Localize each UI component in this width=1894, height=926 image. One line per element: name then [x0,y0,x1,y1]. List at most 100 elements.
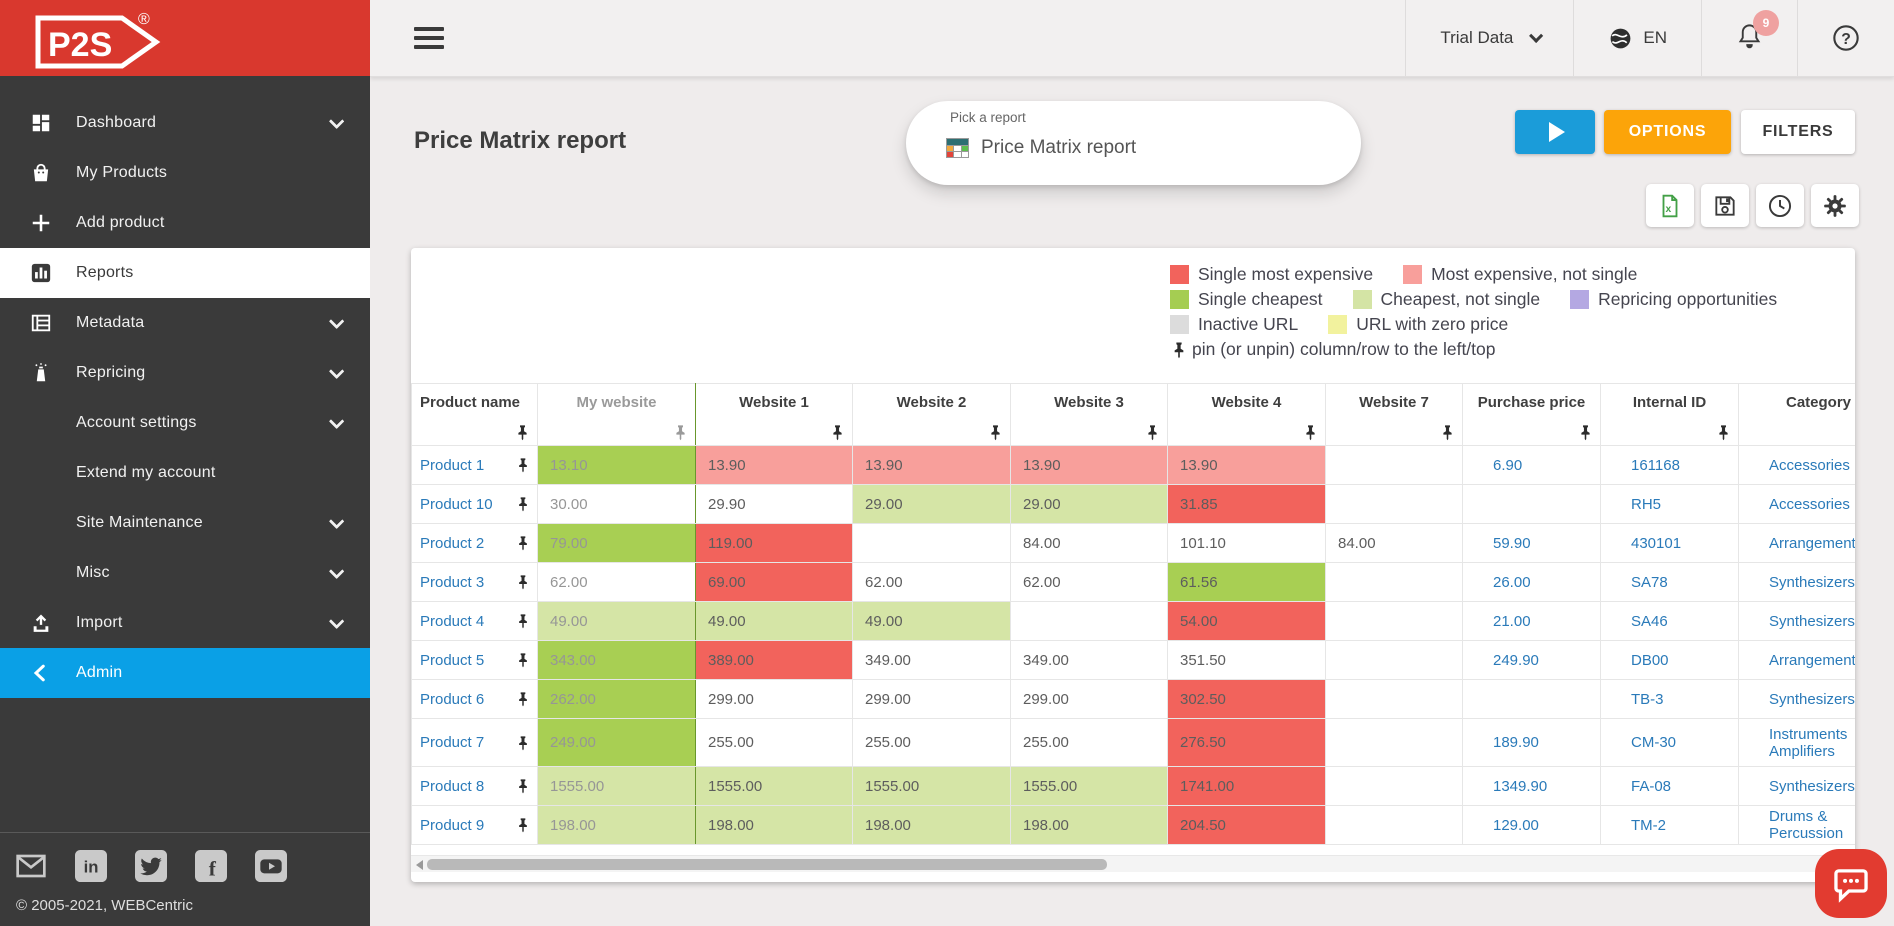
purchase-price-cell[interactable]: 59.90 [1462,523,1601,563]
pin-icon[interactable] [515,652,531,668]
pin-icon[interactable] [987,424,1004,441]
purchase-price-cell[interactable]: 1349.90 [1462,766,1601,806]
scroll-left-icon[interactable] [416,860,423,870]
internal-id-cell[interactable]: TM-2 [1600,805,1739,845]
sidebar-item-site-maintenance[interactable]: Site Maintenance [0,498,370,548]
category-cell[interactable]: Synthesizers [1738,601,1855,641]
pin-icon[interactable] [514,424,531,441]
internal-id-cell[interactable]: SA46 [1600,601,1739,641]
settings-button[interactable] [1811,184,1859,227]
price-cell: 29.00 [1010,484,1168,524]
facebook-icon[interactable]: f [194,849,228,883]
purchase-price-cell[interactable]: 189.90 [1462,718,1601,767]
sidebar-item-add-product[interactable]: Add product [0,198,370,248]
scrollbar-thumb[interactable] [427,859,1107,870]
pin-icon[interactable] [515,735,531,751]
twitter-icon[interactable] [134,849,168,883]
pin-icon[interactable] [829,424,846,441]
pin-icon[interactable] [1715,424,1732,441]
chat-widget-button[interactable] [1815,849,1887,918]
purchase-price-cell[interactable]: 249.90 [1462,640,1601,680]
internal-id-cell[interactable]: TB-3 [1600,679,1739,719]
product-link[interactable]: Product 1 [420,456,485,474]
pin-icon[interactable] [515,574,531,590]
product-link[interactable]: Product 2 [420,534,485,552]
price-cell: 62.00 [852,562,1011,602]
price-cell: 54.00 [1167,601,1326,641]
sidebar-item-admin[interactable]: Admin [0,648,370,698]
pin-icon[interactable] [515,496,531,512]
category-cell[interactable]: Accessories [1738,484,1855,524]
internal-id-cell[interactable]: FA-08 [1600,766,1739,806]
product-link[interactable]: Product 7 [420,734,485,751]
pin-icon[interactable] [515,817,531,833]
purchase-price-cell[interactable] [1462,484,1601,524]
internal-id-cell[interactable]: 161168 [1600,445,1739,485]
linkedin-icon[interactable]: in [74,849,108,883]
sidebar-item-repricing[interactable]: Repricing [0,348,370,398]
account-menu[interactable]: Trial Data [1405,0,1573,76]
product-link[interactable]: Product 10 [420,495,493,513]
history-button[interactable] [1756,184,1804,227]
category-cell[interactable]: Synthesizers [1738,562,1855,602]
sidebar-item-metadata[interactable]: Metadata [0,298,370,348]
internal-id-cell[interactable]: 430101 [1600,523,1739,563]
options-button[interactable]: OPTIONS [1604,110,1731,154]
internal-id-cell[interactable]: CM-30 [1600,718,1739,767]
horizontal-scrollbar[interactable] [411,855,1855,872]
menu-toggle-icon[interactable] [414,22,444,54]
internal-id-cell[interactable]: RH5 [1600,484,1739,524]
category-cell[interactable]: Instruments Amplifiers [1738,718,1855,767]
product-link[interactable]: Product 9 [420,816,485,834]
filters-button[interactable]: FILTERS [1741,110,1855,154]
category-cell[interactable]: Drums & Percussion [1738,805,1855,845]
product-link[interactable]: Product 5 [420,651,485,669]
price-cell: 262.00 [537,679,696,719]
pin-icon[interactable] [1439,424,1456,441]
pin-icon[interactable] [1144,424,1161,441]
pin-icon[interactable] [515,535,531,551]
product-link[interactable]: Product 6 [420,690,485,708]
product-link[interactable]: Product 4 [420,612,485,630]
purchase-price-cell[interactable]: 129.00 [1462,805,1601,845]
category-cell[interactable]: Synthesizers [1738,679,1855,719]
logo-block[interactable]: P2S ® [0,0,370,76]
sidebar-item-import[interactable]: Import [0,598,370,648]
email-icon[interactable] [14,849,48,883]
sidebar-item-my-products[interactable]: My Products [0,148,370,198]
sidebar-item-misc[interactable]: Misc [0,548,370,598]
sidebar-item-dashboard[interactable]: Dashboard [0,98,370,148]
export-excel-button[interactable]: x [1646,184,1694,227]
pin-icon[interactable] [515,613,531,629]
internal-id-cell[interactable]: SA78 [1600,562,1739,602]
pin-icon[interactable] [1302,424,1319,441]
product-link[interactable]: Product 3 [420,573,485,591]
run-report-button[interactable] [1515,110,1595,154]
purchase-price-cell[interactable]: 6.90 [1462,445,1601,485]
purchase-price-cell[interactable]: 21.00 [1462,601,1601,641]
category-cell[interactable]: Arrangements [1738,523,1855,563]
sidebar-item-account-settings[interactable]: Account settings [0,398,370,448]
pin-icon[interactable] [515,778,531,794]
sidebar-item-extend-my-account[interactable]: Extend my account [0,448,370,498]
pin-icon[interactable] [515,691,531,707]
purchase-price-cell[interactable] [1462,679,1601,719]
pin-icon[interactable] [1577,424,1594,441]
product-link[interactable]: Product 8 [420,777,485,795]
category-cell[interactable]: Arrangements [1738,640,1855,680]
help-button[interactable]: ? [1797,0,1894,76]
product-name-wrap: Product 2 [420,535,531,552]
pin-icon[interactable] [672,424,689,441]
internal-id-cell[interactable]: DB00 [1600,640,1739,680]
save-report-button[interactable] [1701,184,1749,227]
price-cell: 62.00 [537,562,696,602]
sidebar-item-reports[interactable]: Reports [0,248,370,298]
youtube-icon[interactable] [254,849,288,883]
purchase-price-cell[interactable]: 26.00 [1462,562,1601,602]
category-cell[interactable]: Synthesizers [1738,766,1855,806]
pin-icon[interactable] [515,457,531,473]
language-menu[interactable]: EN [1573,0,1701,76]
report-picker[interactable]: Pick a report Price Matrix report [906,101,1361,185]
category-cell[interactable]: Accessories [1738,445,1855,485]
notifications-button[interactable]: 9 [1701,0,1797,76]
